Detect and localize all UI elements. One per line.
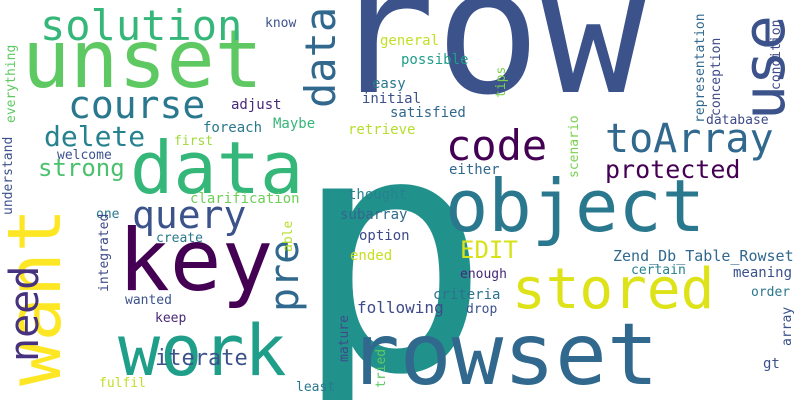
word-key: key — [118, 211, 274, 311]
word-clarification: clarification — [190, 191, 300, 207]
word-wanted: wanted — [125, 293, 172, 308]
word-mature: mature — [337, 315, 352, 362]
word-object: object — [445, 164, 706, 248]
word-condition: condition — [769, 19, 784, 90]
word-understand: understand — [1, 136, 16, 215]
word-easy: easy — [372, 76, 406, 92]
word-EDIT: EDIT — [460, 236, 518, 264]
word-option: option — [359, 228, 410, 244]
word-delete: delete — [44, 120, 146, 153]
word-query: query — [132, 193, 247, 237]
word-iterate: iterate — [155, 346, 248, 371]
word-integrated: integrated — [97, 213, 112, 292]
word-either: either — [449, 162, 500, 178]
word-work: work — [118, 310, 287, 392]
word-everything: everything — [4, 44, 19, 123]
word-row: row — [330, 0, 647, 134]
word-satisfied: satisfied — [390, 105, 466, 121]
word-data: data — [130, 126, 304, 210]
word-gt: gt — [763, 356, 780, 372]
word-toArray: toArray — [605, 116, 774, 162]
word-tips: tips — [494, 66, 509, 98]
word-possible: possible — [401, 52, 469, 68]
word-welcome: welcome — [57, 148, 112, 163]
word-first: first — [174, 134, 214, 149]
word-protected: protected — [605, 155, 741, 184]
word-able: able — [281, 220, 296, 252]
word-Zend-Db-Table-Rowset: Zend_Db_Table_Rowset — [613, 247, 794, 265]
word-enough: enough — [460, 267, 507, 282]
word-keep: keep — [155, 311, 187, 326]
word-scenario: scenario — [567, 115, 582, 178]
word-know: know — [265, 16, 297, 31]
word-code: code — [446, 121, 548, 170]
word-unset: unset — [22, 13, 263, 106]
word-order: order — [751, 285, 791, 300]
word-array: array — [780, 306, 795, 346]
word-adjust: adjust — [231, 97, 282, 113]
word-conception: conception — [709, 37, 724, 116]
word-subarray: subarray — [340, 207, 408, 223]
word-tried: tried — [374, 348, 389, 388]
word-rowset: rowset — [348, 305, 659, 400]
word-strong: strong — [38, 154, 125, 182]
word-retrieve: retrieve — [348, 122, 416, 138]
word-solution: solution — [40, 1, 243, 50]
word-meaning: meaning — [733, 265, 793, 281]
word-create: create — [156, 231, 203, 246]
word-Maybe: Maybe — [273, 116, 316, 132]
word-foreach: foreach — [203, 120, 263, 136]
word-least: least — [296, 380, 336, 395]
word-general: general — [380, 33, 440, 49]
word-drop: drop — [466, 302, 498, 317]
word-use: use — [730, 15, 798, 120]
word-p: p — [292, 63, 491, 400]
word-certain: certain — [631, 263, 686, 278]
word-course: course — [68, 83, 206, 127]
word-database: database — [706, 113, 769, 128]
word-one: one — [96, 207, 120, 222]
word-data-vertical: data — [296, 6, 345, 108]
word-initial: initial — [362, 91, 422, 107]
word-fulfil: fulfil — [99, 376, 146, 391]
word-need: need — [2, 265, 48, 362]
word-ended: ended — [350, 248, 393, 264]
word-following: following — [357, 298, 444, 317]
word-criteria: criteria — [433, 287, 501, 303]
word-representation: representation — [693, 13, 708, 123]
word-stored: stored — [512, 257, 715, 322]
word-thought: thought — [348, 187, 408, 203]
